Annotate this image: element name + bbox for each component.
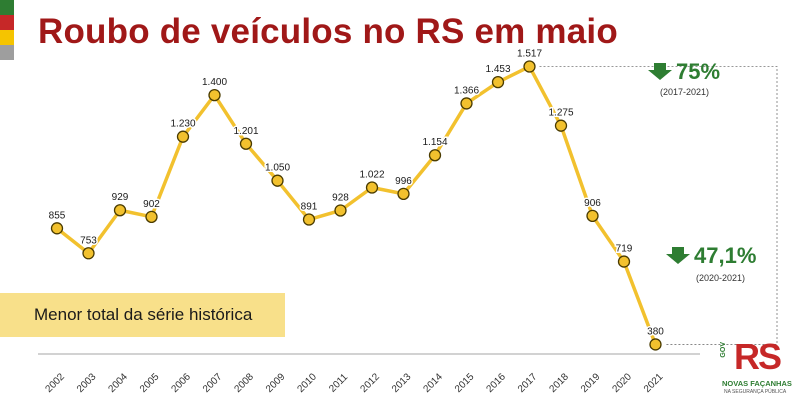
change-percent: 47,1%: [694, 243, 756, 268]
logo-subtitle: NA SEGURANÇA PÚBLICA: [724, 389, 787, 395]
data-point: [428, 149, 442, 162]
x-tick-label: 2003: [75, 371, 99, 395]
x-tick-label: 2005: [138, 371, 162, 395]
data-label: 1.050: [265, 163, 290, 174]
data-point: [113, 204, 127, 217]
data-point: [554, 119, 568, 132]
data-point: [50, 222, 64, 235]
change-period: (2020-2021): [696, 273, 745, 283]
data-point: [397, 187, 410, 201]
change-percent: 75%: [676, 59, 720, 84]
x-tick-label: 2015: [453, 371, 477, 395]
logo-tagline: NOVAS FAÇANHAS: [722, 379, 792, 388]
flag-red-stripe: [0, 15, 14, 30]
data-point: [617, 255, 631, 268]
data-point: [145, 210, 158, 223]
x-tick-label: 2016: [484, 371, 508, 395]
x-tick-label: 2017: [516, 371, 540, 395]
rs-government-logo: GOV RS NOVAS FAÇANHAS NA SEGURANÇA PÚBLI…: [714, 336, 794, 406]
x-tick-label: 2021: [642, 371, 666, 395]
flag-yellow-stripe: [0, 30, 14, 45]
x-tick-label: 2011: [327, 371, 350, 394]
logo-rs-text: RS: [734, 336, 782, 377]
data-point: [365, 181, 379, 194]
lowest-total-callout: Menor total da série histórica: [0, 293, 285, 337]
x-tick-label: 2004: [106, 371, 130, 395]
data-label: 996: [395, 176, 412, 187]
x-tick-label: 2020: [610, 371, 634, 395]
data-label: 1.400: [202, 77, 227, 88]
down-arrow-icon: [648, 63, 672, 80]
chart-title: Roubo de veículos no RS em maio: [38, 12, 618, 51]
down-arrow-icon: [666, 247, 690, 264]
data-label: 906: [584, 198, 601, 209]
x-tick-label: 2013: [390, 371, 414, 395]
logo-gov-text: GOV: [720, 342, 727, 358]
data-point: [334, 204, 347, 217]
series-line: [55, 64, 658, 346]
data-label: 902: [143, 199, 160, 210]
x-tick-label: 2019: [579, 371, 603, 395]
data-point: [239, 137, 253, 150]
data-point: [271, 174, 284, 187]
x-tick-label: 2008: [232, 371, 256, 395]
data-point: [82, 247, 95, 260]
data-point: [586, 209, 599, 223]
data-label: 929: [112, 192, 129, 203]
data-point: [302, 213, 316, 226]
x-tick-label: 2009: [264, 371, 288, 395]
x-tick-label: 2010: [295, 371, 319, 395]
x-tick-label: 2012: [358, 371, 382, 395]
data-label: 1.453: [485, 64, 510, 75]
x-tick-label: 2007: [201, 371, 225, 395]
flag-gray-stripe: [0, 45, 14, 60]
data-point: [649, 338, 662, 351]
change-bracket: [539, 66, 778, 345]
data-label: 380: [647, 326, 664, 337]
data-label: 1.517: [517, 49, 542, 60]
x-tick-label: 2018: [547, 371, 571, 395]
data-label: 1.366: [454, 85, 479, 96]
change-period: (2017-2021): [660, 87, 709, 97]
x-tick-label: 2006: [169, 371, 193, 395]
data-label: 928: [332, 192, 349, 203]
data-point: [208, 88, 221, 102]
data-point: [523, 60, 536, 73]
data-point: [491, 76, 505, 89]
flag-green-stripe: [0, 0, 14, 15]
data-label: 1.275: [548, 108, 573, 119]
data-label: 1.022: [359, 170, 384, 181]
x-tick-label: 2002: [43, 371, 67, 395]
data-label: 1.230: [170, 119, 195, 130]
x-tick-label: 2014: [421, 371, 445, 395]
data-label: 855: [49, 210, 66, 221]
data-label: 891: [301, 202, 318, 213]
data-point: [460, 97, 473, 110]
data-label: 1.154: [422, 137, 447, 148]
data-label: 719: [616, 244, 633, 255]
data-point: [176, 130, 190, 143]
data-label: 753: [80, 235, 97, 246]
data-label: 1.201: [233, 126, 258, 137]
